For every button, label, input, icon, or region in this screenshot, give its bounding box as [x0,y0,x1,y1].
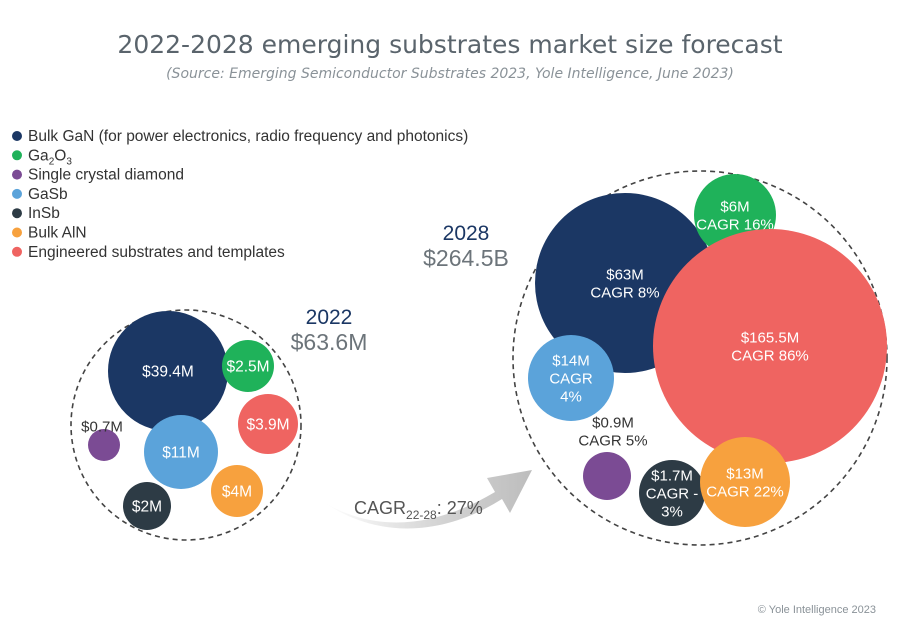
bubble-2028-bulk_aln: $13M CAGR 22% [700,437,790,527]
legend-label: InSb [28,205,60,222]
bubble-label: $0.7M [81,418,123,435]
bubble-2022-engineered: $3.9M [238,394,298,454]
bubble-label: $2M [132,499,162,516]
group-boundary-2022 [70,309,302,541]
group-boundary-2028 [512,170,888,546]
bubble-2028-gasb: $14M CAGR 4% [528,335,614,421]
legend: Bulk GaN (for power electronics, radio f… [12,128,468,261]
growth-arrow [325,470,532,529]
legend-swatch [12,131,22,141]
bubble-2028-engineered: $165.5M CAGR 86% [653,229,887,463]
legend-swatch [12,150,22,161]
chart-subtitle: (Source: Emerging Semiconductor Substrat… [166,66,734,82]
growth-arrow-label: CAGR22-28: 27% [354,498,483,522]
bubble-circle [639,460,705,526]
bubble-circle [700,437,790,527]
bubble-circle [528,335,614,421]
total-label-2022: $63.6M [291,329,368,355]
bubble-2022-ga2o3: $2.5M [222,340,274,392]
bubble-circle [88,429,120,461]
legend-swatch [12,246,22,257]
bubble-label: $3.9M [246,417,289,434]
legend-item-bulk_aln: Bulk AlN [12,225,87,242]
legend-label: Bulk GaN (for power electronics, radio f… [28,128,468,145]
bubble-circle [583,452,631,500]
legend-label: Bulk AlN [28,225,87,242]
legend-item-diamond: Single crystal diamond [12,167,184,184]
bubble-circle [144,415,218,489]
bubble-circle [222,340,274,392]
legend-label: Single crystal diamond [28,167,184,184]
legend-item-bulk_gan: Bulk GaN (for power electronics, radio f… [12,128,468,145]
bubble-circle [238,394,298,454]
bubble-2022-bulk_gan: $39.4M [108,311,228,431]
bubble-label: $13M CAGR 22% [706,465,784,500]
legend-swatch [12,188,22,199]
legend-swatch [12,169,22,180]
bubbles: $39.4M $2.5M $3.9M $0.7M $11M $4M $2M $63M CAGR … [81,174,887,530]
legend-swatch [12,208,22,219]
legend-label: Ga2O3 [28,147,72,167]
bubble-circle [211,465,263,517]
legend-item-engineered: Engineered substrates and templates [12,244,285,261]
total-label-2028: $264.5B [423,245,509,271]
bubble-label: $1.7M CAGR -3% [646,467,699,520]
copyright: © Yole Intelligence 2023 [758,604,876,616]
year-label-2022: 2022 [306,306,353,329]
bubble-circle [653,229,887,463]
legend-swatch [12,227,22,238]
bubble-label: $165.5M CAGR 86% [731,329,809,364]
bubble-2028-insb: $1.7M CAGR -3% [639,460,705,526]
bubble-circle [123,482,171,530]
legend-label: Engineered substrates and templates [28,244,285,261]
legend-item-gasb: GaSb [12,186,68,203]
legend-label: GaSb [28,186,68,203]
bubble-label: $0.9M CAGR 5% [578,414,647,449]
bubble-2028-diamond: $0.9M CAGR 5% [578,414,648,500]
bubble-label: $14M CAGR 4% [549,352,593,405]
year-label-2028: 2028 [443,222,490,245]
bubble-2022-insb: $2M [123,482,171,530]
legend-item-insb: InSb [12,205,60,222]
bubble-label: $63M CAGR 8% [590,266,659,301]
bubble-label: $6M CAGR 16% [696,198,774,233]
bubble-circle [108,311,228,431]
bubble-2022-bulk_aln: $4M [211,465,263,517]
bubble-2022-diamond: $0.7M [81,418,123,461]
bubble-label: $2.5M [226,359,269,376]
legend-item-ga2o3: Ga2O3 [12,147,72,167]
bubble-2022-gasb: $11M [144,415,218,489]
bubble-label: $11M [162,445,200,462]
chart-title: 2022-2028 emerging substrates market siz… [117,30,782,59]
bubble-label: $4M [222,484,252,501]
bubble-label: $39.4M [142,364,194,381]
